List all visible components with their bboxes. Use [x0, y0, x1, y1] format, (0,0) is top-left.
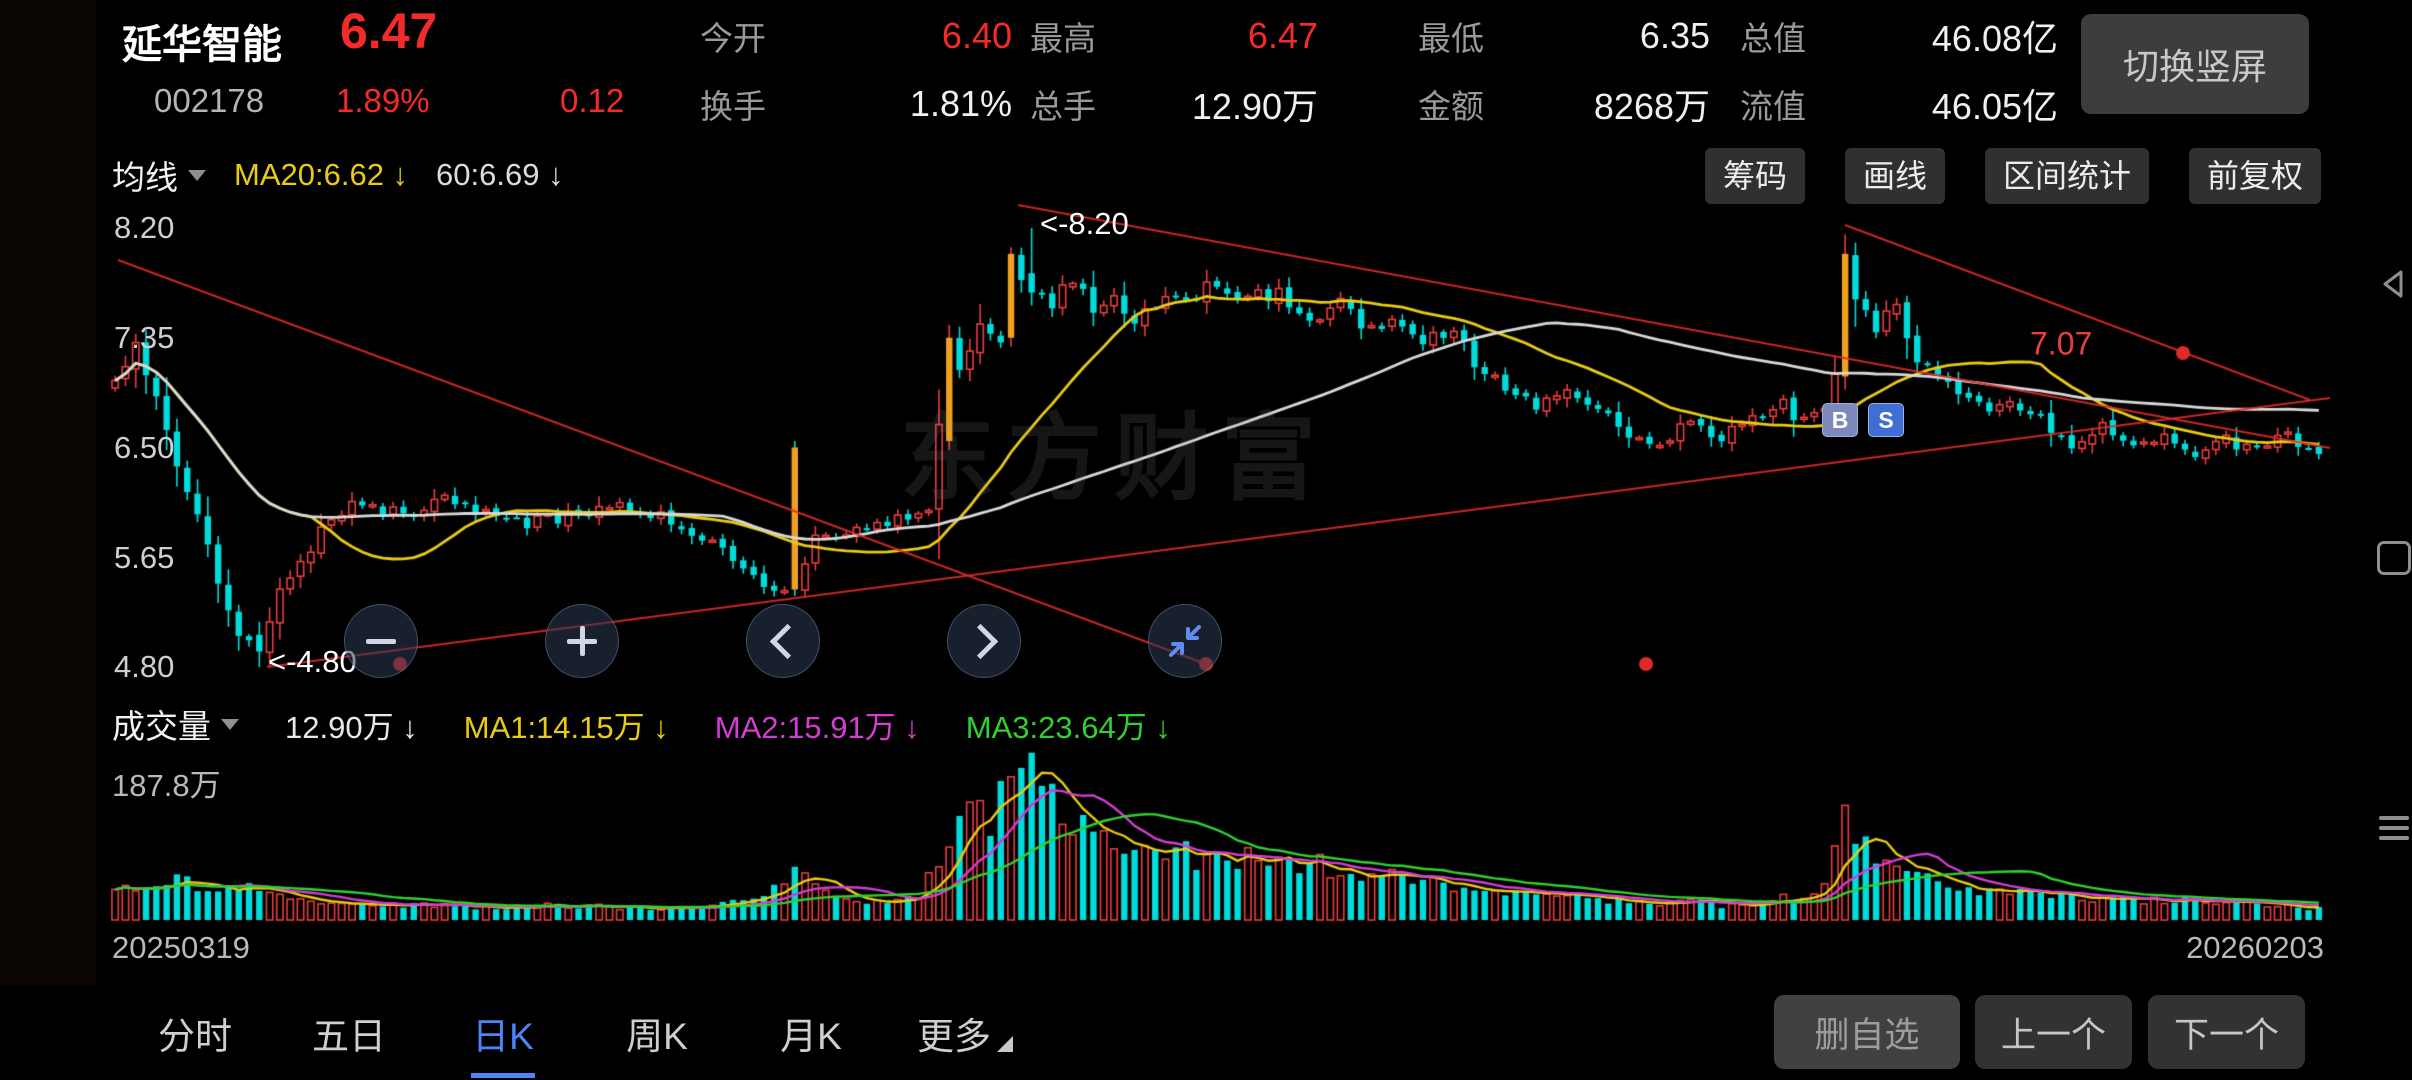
volume-ma2-value: MA2:15.91万 ↓ [714, 709, 920, 745]
ma20-value: MA20:6.62 ↓ [234, 157, 409, 192]
value-amount: 8268万 [1593, 86, 1710, 127]
chip-distribution-button[interactable]: 筹码 [1704, 148, 1805, 204]
buy-marker-badge: B [1822, 403, 1858, 437]
volume-ma1-value: MA1:14.15万 ↓ [463, 709, 669, 745]
label-total-market-value: 总值 [1740, 20, 1806, 57]
system-home-button[interactable] [2372, 536, 2412, 580]
label-high: 最高 [1030, 20, 1096, 57]
stock-change-absolute: 0.12 [560, 82, 625, 119]
date-range-end: 20260203 [2186, 930, 2324, 965]
volume-axis-max-label: 187.8万 [112, 768, 221, 803]
home-square-icon [2377, 541, 2411, 575]
plus-icon [567, 626, 597, 656]
back-triangle-icon [2383, 270, 2403, 298]
forward-adjusted-button[interactable]: 前复权 [2188, 148, 2321, 204]
header-col-open-turnover: 今开 6.40 换手 1.81% [700, 0, 1012, 142]
value-total-lots: 12.90万 [1191, 86, 1318, 127]
period-tabs: 分时 五日 日K 周K 月K 更多 [140, 985, 1020, 1080]
collapse-arrows-icon [1169, 625, 1201, 657]
chevron-right-icon [962, 623, 998, 659]
label-turnover-rate: 换手 [700, 88, 766, 125]
system-back-button[interactable] [2372, 262, 2412, 306]
draw-line-button[interactable]: 画线 [1844, 148, 1945, 204]
range-statistics-button[interactable]: 区间统计 [1984, 148, 2149, 204]
header-col-low-amount: 最低 6.35 金额 8268万 [1418, 0, 1710, 142]
chart-tools: 筹码 画线 区间统计 前复权 [1704, 148, 2321, 204]
value-total-market-value: 46.08亿 [1931, 18, 2058, 59]
dropdown-caret-icon [221, 718, 239, 730]
remove-watchlist-button[interactable]: 删自选 [1774, 995, 1960, 1069]
stock-code: 002178 [154, 82, 265, 119]
bottom-tab-bar: 分时 五日 日K 周K 月K 更多 删自选 上一个 下一个 [0, 985, 2412, 1080]
volume-indicator-bar: 成交量 12.90万 ↓ MA1:14.15万 ↓ MA2:15.91万 ↓ M… [112, 700, 1171, 748]
volume-selector-label: 成交量 [112, 708, 211, 745]
price-tick-4-80: 4.80 [114, 649, 175, 684]
price-tick-6-50: 6.50 [114, 430, 175, 465]
volume-ma3-value: MA3:23.64万 ↓ [965, 709, 1171, 745]
label-amount: 金额 [1418, 88, 1484, 125]
ma-indicator-selector[interactable]: 均线 [112, 151, 206, 199]
collapse-chart-button[interactable] [1148, 604, 1222, 678]
value-high: 6.47 [1247, 15, 1318, 56]
label-total-lots: 总手 [1030, 88, 1096, 125]
price-tick-7-35: 7.35 [114, 320, 175, 355]
current-volume-value: 12.90万 ↓ [285, 709, 418, 745]
tab-more[interactable]: 更多 [910, 985, 1020, 1080]
high-price-marker: <-8.20 [1040, 206, 1129, 241]
stock-change-percent: 1.89% [336, 82, 430, 119]
date-range-start: 20250319 [112, 930, 250, 965]
switch-to-portrait-button[interactable]: 切换竖屏 [2081, 14, 2309, 114]
header-bar: 延华智能 6.47 002178 1.89% 0.12 今开 6.40 换手 1… [0, 0, 2412, 142]
minus-icon [366, 638, 396, 644]
value-today-open: 6.40 [941, 15, 1012, 56]
tab-monthly-k[interactable]: 月K [780, 1015, 842, 1057]
system-recent-button[interactable] [2372, 806, 2412, 850]
value-turnover-rate: 1.81% [909, 83, 1012, 124]
stock-price: 6.47 [340, 3, 438, 59]
header-col-marketcap-float: 总值 46.08亿 流值 46.05亿 [1740, 0, 2058, 142]
low-price-marker: <-4.80 [268, 644, 357, 679]
label-float-value: 流值 [1740, 88, 1806, 125]
tab-daily-k[interactable]: 日K [448, 985, 558, 1080]
zoom-out-button[interactable] [344, 604, 418, 678]
next-stock-button[interactable]: 下一个 [2148, 995, 2305, 1069]
label-today-open: 今开 [700, 20, 766, 57]
watermark-text: 东方财富 [900, 406, 1329, 512]
pan-left-button[interactable] [746, 604, 820, 678]
previous-stock-button[interactable]: 上一个 [1975, 995, 2132, 1069]
volume-indicator-selector[interactable]: 成交量 [112, 700, 239, 748]
recent-apps-icon [2379, 816, 2409, 840]
label-low: 最低 [1418, 20, 1484, 57]
header-col-high-volume: 最高 6.47 总手 12.90万 [1030, 0, 1318, 142]
chevron-left-icon [769, 623, 805, 659]
sell-marker-badge: S [1868, 403, 1904, 437]
tab-weekly-k[interactable]: 周K [626, 1015, 688, 1057]
ma60-value: 60:6.69 ↓ [436, 157, 564, 192]
value-float-value: 46.05亿 [1931, 86, 2058, 127]
active-tab-underline [471, 1073, 535, 1078]
more-corner-icon [997, 1035, 1013, 1052]
trendline-price-label: 7.07 [2030, 325, 2093, 362]
zoom-in-button[interactable] [545, 604, 619, 678]
tab-intraday[interactable]: 分时 [158, 1015, 232, 1057]
tab-five-day[interactable]: 五日 [312, 1015, 386, 1057]
value-low: 6.35 [1639, 15, 1710, 56]
pan-right-button[interactable] [947, 604, 1021, 678]
price-tick-8-20: 8.20 [114, 210, 175, 245]
ma-toolbar: 均线 MA20:6.62 ↓ 60:6.69 ↓ [112, 146, 564, 204]
dropdown-caret-icon [188, 169, 206, 181]
stock-name: 延华智能 [122, 23, 282, 67]
price-tick-5-65: 5.65 [114, 540, 175, 575]
ma-selector-label: 均线 [112, 159, 178, 196]
